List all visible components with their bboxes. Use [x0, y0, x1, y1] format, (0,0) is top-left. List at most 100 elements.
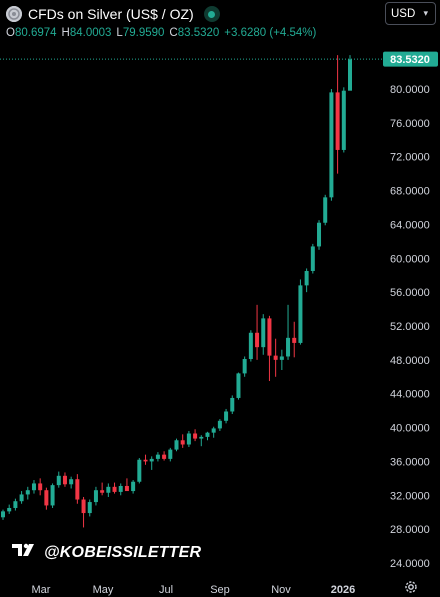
- candle[interactable]: [273, 338, 278, 377]
- candle[interactable]: [199, 435, 204, 447]
- low-key: L: [116, 27, 123, 39]
- candle[interactable]: [211, 426, 216, 438]
- candle[interactable]: [100, 482, 105, 496]
- candle[interactable]: [242, 356, 247, 377]
- candle[interactable]: [341, 87, 346, 153]
- ohlc-values: O 80.6974 H 84.0003 L 79.9590 C 83.5320 +3.6…: [6, 27, 321, 39]
- x-tick-label: Sep: [210, 584, 230, 596]
- high-value: 84.0003: [69, 27, 112, 39]
- close-value: 83.5320: [177, 27, 220, 39]
- candle[interactable]: [279, 349, 284, 371]
- candle[interactable]: [118, 483, 123, 496]
- silver-logo-icon[interactable]: [6, 6, 22, 22]
- y-tick-label: 64.0000: [390, 219, 430, 231]
- x-tick-label: 2026: [331, 584, 355, 596]
- candle[interactable]: [1, 509, 5, 520]
- candle[interactable]: [329, 89, 334, 201]
- price-axis: 24.0000 28.0000 32.0000 36.0000 40.0000 44.00…: [390, 84, 430, 570]
- candle[interactable]: [317, 220, 322, 250]
- candle[interactable]: [7, 504, 12, 514]
- open-value: 80.6974: [14, 27, 57, 39]
- symbol-row: CFDs on Silver (US$ / OZ): [6, 4, 220, 24]
- y-tick-label: 72.0000: [390, 152, 430, 164]
- y-tick-label: 68.0000: [390, 186, 430, 198]
- candles: [1, 55, 352, 528]
- y-tick-label: 24.0000: [390, 558, 430, 570]
- currency-select[interactable]: USD ▾: [385, 2, 436, 25]
- candle[interactable]: [236, 372, 241, 400]
- candle[interactable]: [112, 482, 117, 494]
- candle[interactable]: [131, 480, 136, 494]
- candle[interactable]: [168, 447, 173, 462]
- candle[interactable]: [162, 451, 167, 461]
- candle[interactable]: [180, 434, 185, 448]
- candle[interactable]: [25, 486, 30, 500]
- y-tick-label: 52.0000: [390, 321, 430, 333]
- y-tick-label: 44.0000: [390, 389, 430, 401]
- y-tick-label: 32.0000: [390, 490, 430, 502]
- candle[interactable]: [124, 478, 129, 492]
- candle[interactable]: [286, 304, 291, 360]
- watermark-text: @KOBEISSILETTER: [44, 543, 202, 561]
- high-key: H: [61, 27, 70, 39]
- candle[interactable]: [267, 315, 272, 382]
- chevron-down-icon: ▾: [423, 8, 428, 18]
- tradingview-logo-icon: [12, 542, 38, 563]
- candle[interactable]: [31, 480, 36, 494]
- candle[interactable]: [38, 478, 43, 496]
- low-value: 79.9590: [122, 27, 165, 39]
- candle[interactable]: [155, 452, 160, 462]
- gear-icon[interactable]: [404, 580, 418, 594]
- market-status-icon[interactable]: [203, 6, 220, 22]
- y-tick-label: 76.0000: [390, 118, 430, 130]
- candle[interactable]: [261, 314, 266, 355]
- open-key: O: [6, 27, 15, 39]
- candle[interactable]: [44, 487, 49, 510]
- candle[interactable]: [19, 491, 24, 504]
- y-tick-label: 28.0000: [390, 524, 430, 536]
- x-tick-label: Nov: [271, 584, 291, 596]
- candle[interactable]: [50, 483, 55, 508]
- candle[interactable]: [143, 454, 148, 465]
- candle[interactable]: [75, 474, 80, 504]
- candle[interactable]: [335, 55, 340, 174]
- y-tick-label: 80.0000: [390, 84, 430, 96]
- candle[interactable]: [69, 476, 74, 489]
- candle[interactable]: [348, 55, 352, 91]
- candle[interactable]: [310, 243, 315, 274]
- candle[interactable]: [248, 330, 253, 362]
- candle[interactable]: [174, 438, 179, 452]
- last-price-label: 83.5320: [390, 54, 430, 66]
- candle[interactable]: [298, 279, 303, 345]
- candle[interactable]: [137, 458, 142, 484]
- candle[interactable]: [255, 304, 260, 360]
- close-key: C: [169, 27, 178, 39]
- y-tick-label: 48.0000: [390, 355, 430, 367]
- candle[interactable]: [186, 430, 191, 448]
- symbol-title[interactable]: CFDs on Silver (US$ / OZ): [28, 6, 194, 22]
- candle[interactable]: [81, 496, 86, 528]
- y-tick-label: 36.0000: [390, 456, 430, 468]
- candle[interactable]: [106, 483, 111, 497]
- candle[interactable]: [304, 268, 309, 293]
- candle[interactable]: [13, 498, 18, 511]
- x-tick-label: Jul: [159, 584, 173, 596]
- candle[interactable]: [93, 486, 98, 506]
- watermark: @KOBEISSILETTER: [12, 542, 201, 563]
- time-axis: Mar May Jul Sep Nov 2026: [32, 584, 356, 596]
- candle[interactable]: [323, 194, 328, 226]
- candle[interactable]: [205, 431, 210, 441]
- change-value: +3.6280 (+4.54%): [224, 27, 317, 39]
- candle[interactable]: [87, 499, 92, 517]
- candle[interactable]: [56, 471, 61, 488]
- y-tick-label: 60.0000: [390, 253, 430, 265]
- chart-header: CFDs on Silver (US$ / OZ) O 80.6974 H 84.0…: [0, 0, 440, 46]
- candle[interactable]: [224, 408, 229, 424]
- candle[interactable]: [230, 395, 235, 415]
- candle[interactable]: [149, 456, 154, 470]
- candle[interactable]: [193, 429, 198, 442]
- candle[interactable]: [62, 472, 67, 487]
- candle[interactable]: [292, 321, 297, 358]
- candle[interactable]: [217, 419, 222, 431]
